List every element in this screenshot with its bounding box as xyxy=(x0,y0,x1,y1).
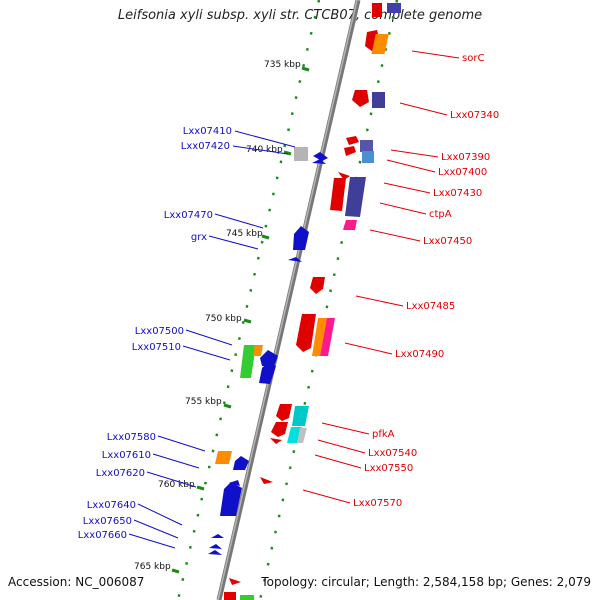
backbone xyxy=(216,0,361,600)
gene-label-ctpA: ctpA xyxy=(429,209,452,220)
kbp-label-765: 765 kbp xyxy=(134,562,171,572)
kbp-label-740: 740 kbp xyxy=(246,145,283,155)
gene-label-lxx07580: Lxx07580 xyxy=(107,432,156,443)
gene-label-lxx07540: Lxx07540 xyxy=(368,448,417,459)
gene-label-lxx07490: Lxx07490 xyxy=(395,349,444,360)
gene-label-lxx07400: Lxx07400 xyxy=(438,167,487,178)
gene-label-sorC: sorC xyxy=(462,53,484,64)
gene-label-lxx07450: Lxx07450 xyxy=(423,236,472,247)
gene-label-pfkA: pfkA xyxy=(372,429,395,440)
gene-label-lxx07650: Lxx07650 xyxy=(83,516,132,527)
gene-label-lxx07420: Lxx07420 xyxy=(181,141,230,152)
gene-label-lxx07470: Lxx07470 xyxy=(164,210,213,221)
gene-label-lxx07660: Lxx07660 xyxy=(78,530,127,541)
forward-genes xyxy=(224,3,401,600)
kbp-label-760: 760 kbp xyxy=(158,480,195,490)
gene-label-lxx07610: Lxx07610 xyxy=(102,450,151,461)
kbp-label-735: 735 kbp xyxy=(264,60,301,70)
gene-label-grx: grx xyxy=(191,232,207,243)
right-leaders xyxy=(302,50,460,504)
gene-label-lxx07570: Lxx07570 xyxy=(353,498,402,509)
kbp-label-755: 755 kbp xyxy=(185,397,222,407)
gene-label-lxx07550: Lxx07550 xyxy=(364,463,413,474)
gene-label-lxx07430: Lxx07430 xyxy=(433,188,482,199)
inner-tick-track xyxy=(176,0,321,600)
topology-text: Topology: circular; Length: 2,584,158 bp… xyxy=(261,575,591,589)
kbp-label-745: 745 kbp xyxy=(226,229,263,239)
backbone-highlight xyxy=(217,0,358,600)
gene-label-lxx07500: Lxx07500 xyxy=(135,326,184,337)
gene-label-lxx07340: Lxx07340 xyxy=(450,110,499,121)
gene-label-lxx07485: Lxx07485 xyxy=(406,301,455,312)
left-leaders xyxy=(128,130,296,549)
gene-label-lxx07410: Lxx07410 xyxy=(183,126,232,137)
gene-label-lxx07640: Lxx07640 xyxy=(87,500,136,511)
gene-label-lxx07620: Lxx07620 xyxy=(96,468,145,479)
accession-text: Accession: NC_006087 xyxy=(8,575,145,589)
gene-label-lxx07510: Lxx07510 xyxy=(132,342,181,353)
kbp-label-750: 750 kbp xyxy=(205,314,242,324)
outer-tick-track xyxy=(258,0,399,600)
kbp-tick-marks xyxy=(171,66,310,574)
reverse-genes xyxy=(208,147,328,555)
gene-label-lxx07390: Lxx07390 xyxy=(441,152,490,163)
